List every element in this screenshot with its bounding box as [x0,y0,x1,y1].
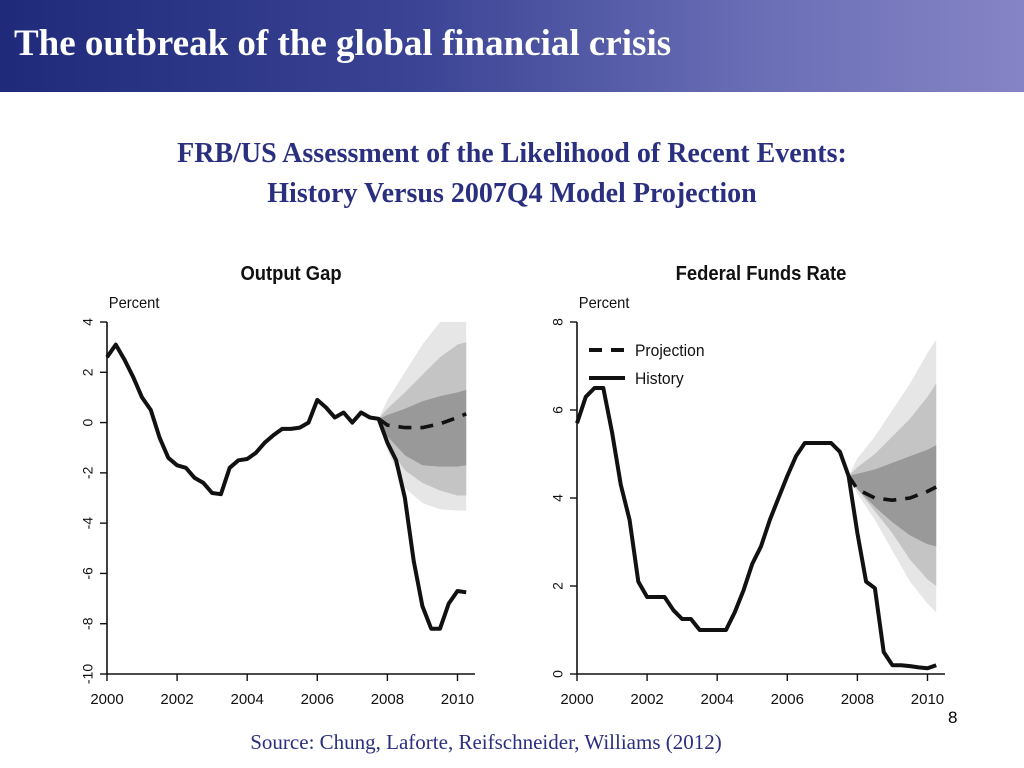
y-tick-label: 4 [80,318,96,326]
output-gap-chart: Output Gap Percent -10 -8 -6 -4 -2 0 2 4 2000 2002 2… [80,263,475,708]
title-banner: The outbreak of the global financial cri… [0,0,1024,92]
y-tick-label: 0 [550,670,566,678]
y-tick-label: -6 [80,567,96,580]
x-tick-label: 2002 [160,691,193,708]
y-tick-label: -4 [80,517,96,530]
y-tick-label: -8 [80,617,96,630]
chart-heading-line1: FRB/US Assessment of the Likelihood of R… [177,138,847,169]
y-tick-label: 2 [550,582,566,590]
x-tick-label: 2006 [771,691,804,708]
slide-number: 8 [948,708,958,727]
y-tick-label: 8 [550,318,566,326]
y-tick-label: 2 [80,368,96,376]
projection-series-line [377,412,467,430]
y-axis-label: Percent [579,294,630,312]
chart-title: Output Gap [240,263,341,285]
x-tick-label: 2010 [911,691,944,708]
y-tick-label: 6 [550,406,566,414]
x-tick-label: 2004 [231,691,264,708]
legend-label-history: History [635,369,684,388]
x-tick-label: 2006 [301,691,334,708]
x-tick-label: 2000 [560,691,593,708]
x-tick-label: 2010 [441,691,474,708]
x-tick-label: 2008 [841,691,874,708]
page-title: The outbreak of the global financial cri… [14,23,672,64]
x-tick-label: 2002 [630,691,663,708]
projection-series-line [847,475,938,502]
y-tick-label: 0 [80,418,96,426]
legend-label-projection: Projection [635,341,705,360]
chart-title: Federal Funds Rate [676,263,847,285]
x-tick-label: 2004 [701,691,734,708]
y-tick-label: -10 [80,664,96,684]
confidence-band-inner [848,445,937,547]
chart-heading-line2: History Versus 2007Q4 Model Projection [267,178,757,209]
x-tick-label: 2008 [371,691,404,708]
y-axis-label: Percent [109,294,160,312]
y-tick-label: 4 [550,494,566,502]
history-series-line [105,342,467,631]
source-citation: Source: Chung, Laforte, Reifschneider, W… [250,730,722,754]
x-tick-label: 2000 [90,691,123,708]
federal-funds-rate-chart: Federal Funds Rate Percent 0 2 4 6 8 2000 2002 20… [550,263,945,708]
y-tick-label: -2 [80,466,96,479]
history-series-line [575,386,937,671]
